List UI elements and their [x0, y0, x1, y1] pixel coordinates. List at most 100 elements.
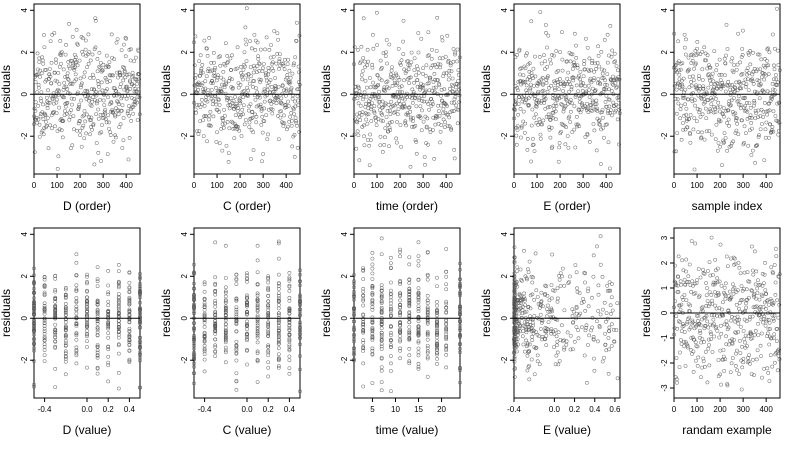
data-point — [609, 344, 614, 348]
data-point — [606, 108, 610, 113]
data-point — [53, 339, 58, 343]
data-point — [519, 124, 524, 129]
y-tick-label: 4 — [20, 232, 29, 237]
data-point — [457, 55, 462, 60]
data-point — [276, 306, 281, 311]
data-point — [357, 89, 362, 94]
data-point — [448, 86, 452, 91]
data-point — [556, 330, 561, 335]
data-point — [554, 49, 559, 53]
data-point — [293, 115, 298, 120]
data-point — [112, 86, 117, 91]
data-point — [266, 330, 271, 334]
data-point — [700, 112, 705, 117]
data-point — [528, 314, 532, 318]
data-point — [566, 145, 571, 150]
data-point — [116, 386, 121, 391]
data-point — [361, 269, 366, 273]
data-point — [255, 327, 260, 332]
data-point — [455, 47, 460, 52]
data-point — [98, 60, 103, 65]
data-point — [720, 163, 724, 167]
data-point — [242, 122, 247, 127]
data-point — [616, 104, 621, 109]
data-point — [725, 47, 730, 51]
x-tick-label: 0.6 — [609, 405, 621, 414]
data-point — [365, 63, 369, 68]
data-point — [691, 78, 696, 83]
data-point — [551, 103, 556, 108]
data-point — [237, 128, 242, 133]
data-point — [361, 289, 366, 294]
data-point — [584, 323, 589, 328]
data-point — [681, 127, 686, 132]
data-point — [217, 141, 222, 146]
data-point — [35, 72, 40, 76]
data-point — [751, 272, 756, 277]
data-point — [746, 334, 751, 339]
data-point — [138, 300, 142, 305]
data-point — [444, 337, 449, 342]
data-point — [398, 310, 402, 314]
data-point — [599, 50, 604, 54]
data-point — [375, 73, 380, 78]
data-point — [192, 371, 196, 376]
data-point — [368, 85, 373, 90]
data-point — [294, 39, 299, 43]
data-point — [61, 88, 66, 92]
data-point — [701, 356, 706, 361]
data-point — [767, 135, 771, 140]
data-point — [561, 89, 565, 93]
y-tick-label: 2 — [180, 49, 189, 54]
data-point — [95, 302, 100, 307]
data-point — [688, 132, 692, 137]
data-point — [680, 295, 685, 300]
data-point — [532, 314, 537, 318]
data-point — [116, 269, 121, 273]
data-point — [95, 312, 100, 316]
data-point — [106, 269, 111, 273]
data-point — [135, 81, 140, 86]
data-point — [760, 122, 764, 126]
data-point — [709, 293, 714, 297]
data-point — [63, 309, 68, 313]
data-point — [249, 157, 253, 161]
plot-frame — [673, 3, 781, 175]
data-point — [193, 34, 198, 39]
data-point — [763, 288, 768, 292]
data-point — [80, 81, 84, 86]
x-tick-label: 300 — [736, 181, 750, 190]
data-point — [99, 159, 103, 163]
data-point — [776, 348, 780, 353]
data-point — [747, 295, 751, 300]
data-point — [413, 93, 418, 98]
data-point — [202, 334, 207, 339]
data-point — [444, 344, 449, 349]
data-point — [403, 119, 408, 124]
data-point — [63, 286, 68, 290]
data-point — [131, 111, 135, 116]
data-point — [701, 86, 706, 91]
data-point — [581, 81, 585, 85]
data-point — [680, 96, 685, 100]
data-point — [267, 107, 271, 112]
data-point — [42, 68, 47, 72]
data-point — [591, 335, 596, 339]
data-point — [432, 157, 437, 161]
data-point — [577, 291, 582, 295]
data-point — [255, 282, 260, 286]
data-point — [546, 74, 550, 79]
x-tick-label: 10 — [391, 405, 400, 414]
data-point — [212, 67, 217, 72]
data-point — [552, 86, 557, 90]
data-point — [749, 78, 753, 83]
data-point — [608, 166, 612, 171]
data-point — [714, 122, 719, 127]
x-tick-label: 100 — [50, 181, 64, 190]
data-point — [541, 118, 546, 123]
data-point — [234, 282, 239, 286]
data-point — [245, 77, 250, 82]
data-point — [547, 298, 552, 303]
y-tick-label: -2 — [500, 356, 509, 364]
x-tick-label: 200 — [553, 181, 567, 190]
